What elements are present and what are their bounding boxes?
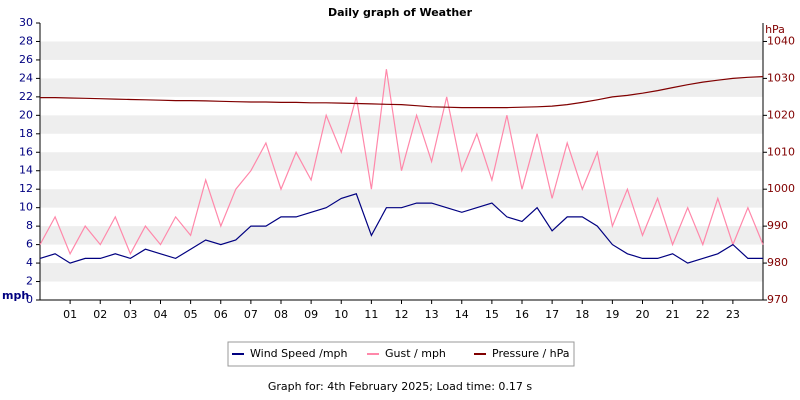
y2-tick-label: 1030: [767, 71, 795, 84]
x-tick-label: 10: [334, 308, 348, 321]
x-tick-label: 23: [726, 308, 740, 321]
x-tick-label: 20: [636, 308, 650, 321]
y2-tick-label: 1010: [767, 145, 795, 158]
x-tick-label: 16: [515, 308, 529, 321]
x-tick-label: 02: [93, 308, 107, 321]
grid-band: [40, 152, 763, 171]
x-tick-label: 21: [666, 308, 680, 321]
series-line: [39, 69, 764, 256]
x-tick-label: 19: [605, 308, 619, 321]
chart-title: Daily graph of Weather: [328, 6, 473, 19]
x-tick-label: 11: [364, 308, 378, 321]
legend-label: Gust / mph: [385, 347, 446, 360]
y-tick-label: 22: [19, 90, 33, 103]
x-tick-label: 01: [63, 308, 77, 321]
y-tick-label: 16: [19, 145, 33, 158]
grid-band: [40, 78, 763, 97]
legend-label: Pressure / hPa: [492, 347, 570, 360]
y2-tick-label: 970: [767, 293, 788, 306]
y2-axis-label: hPa: [765, 23, 785, 36]
x-tick-label: 07: [244, 308, 258, 321]
y-tick-label: 2: [26, 275, 33, 288]
y-tick-label: 0: [26, 293, 33, 306]
y-tick-label: 12: [19, 182, 33, 195]
series-line: [39, 193, 763, 264]
x-tick-label: 09: [304, 308, 318, 321]
y-tick-label: 8: [26, 219, 33, 232]
y-tick-label: 30: [19, 16, 33, 29]
y-axis-label: mph: [2, 289, 29, 302]
grid-band: [40, 226, 763, 245]
y-tick-label: 14: [19, 164, 33, 177]
x-tick-label: 04: [154, 308, 168, 321]
y2-tick-label: 1040: [767, 34, 795, 47]
x-tick-label: 15: [485, 308, 499, 321]
y2-tick-label: 980: [767, 256, 788, 269]
x-tick-label: 06: [214, 308, 228, 321]
x-tick-label: 08: [274, 308, 288, 321]
x-tick-label: 05: [184, 308, 198, 321]
legend-box: [227, 341, 575, 367]
series-line: [40, 76, 764, 109]
y2-tick-label: 1000: [767, 182, 795, 195]
y-tick-label: 28: [19, 34, 33, 47]
y2-tick-label: 990: [767, 219, 788, 232]
grid-band: [40, 41, 763, 60]
x-tick-label: 14: [455, 308, 469, 321]
footer: Graph for: 4th February 2025; Load time:…: [268, 380, 533, 393]
x-tick-label: 17: [545, 308, 559, 321]
y-tick-label: 18: [19, 127, 33, 140]
y-tick-label: 6: [26, 238, 33, 251]
x-tick-label: 18: [575, 308, 589, 321]
legend-label: Wind Speed /mph: [250, 347, 348, 360]
y-tick-label: 26: [19, 53, 33, 66]
x-tick-label: 22: [696, 308, 710, 321]
y-tick-label: 20: [19, 108, 33, 121]
y-tick-label: 4: [26, 256, 33, 269]
x-tick-label: 12: [395, 308, 409, 321]
y2-tick-label: 1020: [767, 108, 795, 121]
grid-band: [40, 189, 763, 208]
grid-band: [40, 263, 763, 282]
y-tick-label: 10: [19, 201, 33, 214]
x-tick-label: 03: [123, 308, 137, 321]
grid-band: [40, 115, 763, 134]
x-tick-label: 13: [425, 308, 439, 321]
y-tick-label: 24: [19, 71, 33, 84]
